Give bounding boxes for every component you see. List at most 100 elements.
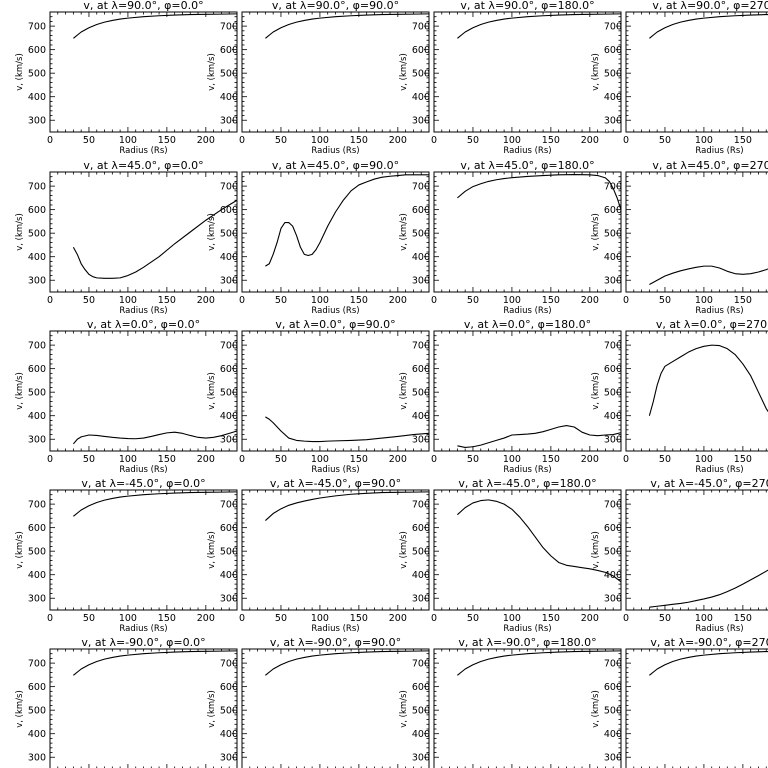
- y-tick-label: 700: [28, 500, 46, 511]
- y-tick-label: 600: [412, 205, 430, 216]
- y-tick-label: 300: [604, 116, 622, 127]
- x-tick-label: 0: [47, 613, 53, 624]
- x-axis-label: Radius (Rs): [503, 146, 551, 156]
- y-axis-label: v, (km/s): [207, 53, 217, 91]
- y-tick-label: 500: [604, 706, 622, 717]
- y-tick-label: 600: [28, 205, 46, 216]
- y-tick-label: 400: [220, 570, 238, 581]
- panel-title: v, at λ=-45.0°, φ=270.0°: [650, 477, 768, 490]
- y-tick-label: 300: [28, 116, 46, 127]
- y-tick-label: 300: [412, 594, 430, 605]
- y-tick-label: 300: [220, 594, 238, 605]
- panel-11: v, at λ=0.0°, φ=180.0° 0 50 100 150 200 300 400…: [399, 318, 622, 475]
- x-tick-label: 0: [239, 295, 245, 306]
- x-tick-label: 50: [659, 135, 671, 146]
- velocity-series-line: [457, 425, 622, 449]
- y-tick-label: 300: [412, 435, 430, 446]
- panel-12: v, at λ=0.0°, φ=270.0°050100150200300400…: [591, 318, 768, 475]
- x-tick-label: 100: [311, 454, 329, 465]
- velocity-series-line: [457, 174, 622, 210]
- x-axis-label: Radius (Rs): [503, 306, 551, 316]
- y-axis-label: v, (km/s): [207, 531, 217, 569]
- y-tick-label: 700: [220, 659, 238, 670]
- panel-15: v, at λ=-45.0°, φ=180.0° 0 50 100 150 200 300 4…: [399, 477, 622, 634]
- panel-9: v, at λ=0.0°, φ=0.0° 0 50 100 150 200 300 400 50…: [15, 318, 238, 475]
- y-tick-label: 300: [220, 435, 238, 446]
- x-tick-label: 100: [503, 454, 521, 465]
- plot-frame: [625, 489, 768, 611]
- x-tick-label: 0: [623, 613, 629, 624]
- plot-frame: [625, 330, 768, 452]
- x-tick-label: 100: [311, 135, 329, 146]
- panel-title: v, at λ=90.0°, φ=180.0°: [460, 0, 594, 12]
- x-tick-label: 100: [503, 295, 521, 306]
- x-tick-label: 150: [350, 454, 368, 465]
- y-tick-label: 500: [28, 706, 46, 717]
- panel-title: v, at λ=45.0°, φ=180.0°: [460, 159, 594, 172]
- x-tick-label: 150: [734, 613, 752, 624]
- y-axis-label: v, (km/s): [591, 372, 601, 410]
- panel-13: v, at λ=-45.0°, φ=0.0° 0 50 100 150 200 300 400…: [15, 477, 238, 634]
- x-tick-label: 50: [83, 295, 95, 306]
- velocity-series-line: [265, 13, 430, 39]
- panel-title: v, at λ=90.0°, φ=0.0°: [83, 0, 203, 12]
- y-tick-label: 700: [28, 22, 46, 33]
- y-tick-label: 400: [220, 252, 238, 263]
- y-tick-label: 300: [220, 276, 238, 287]
- panel-7: v, at λ=45.0°, φ=180.0° 0 50 100 150 200 300 40…: [399, 159, 622, 316]
- y-tick-label: 600: [412, 45, 430, 56]
- x-tick-label: 150: [542, 454, 560, 465]
- y-tick-label: 600: [604, 364, 622, 375]
- y-tick-label: 700: [220, 22, 238, 33]
- x-tick-label: 50: [275, 454, 287, 465]
- x-tick-label: 150: [734, 135, 752, 146]
- y-tick-label: 300: [604, 594, 622, 605]
- plot-frame: [625, 11, 768, 133]
- panel-title: v, at λ=0.0°, φ=90.0°: [275, 318, 395, 331]
- x-tick-label: 50: [275, 613, 287, 624]
- y-tick-label: 300: [28, 753, 46, 764]
- x-tick-label: 150: [158, 613, 176, 624]
- x-tick-label: 100: [119, 454, 137, 465]
- x-axis-label: Radius (Rs): [311, 306, 359, 316]
- velocity-series-line: [72, 430, 238, 445]
- velocity-series-line: [457, 499, 622, 583]
- x-tick-label: 0: [47, 295, 53, 306]
- y-tick-label: 400: [604, 729, 622, 740]
- x-axis-label: Radius (Rs): [503, 624, 551, 634]
- y-tick-label: 500: [604, 69, 622, 80]
- y-tick-label: 400: [412, 570, 430, 581]
- y-tick-label: 700: [412, 22, 430, 33]
- y-tick-label: 500: [412, 229, 430, 240]
- y-tick-label: 500: [220, 706, 238, 717]
- x-tick-label: 200: [389, 135, 407, 146]
- y-tick-label: 300: [412, 753, 430, 764]
- y-tick-label: 600: [28, 682, 46, 693]
- x-tick-label: 50: [659, 613, 671, 624]
- panel-title: v, at λ=-90.0°, φ=90.0°: [270, 636, 401, 649]
- x-axis-label: Radius (Rs): [311, 624, 359, 634]
- y-tick-label: 700: [604, 659, 622, 670]
- x-tick-label: 150: [158, 454, 176, 465]
- y-tick-label: 300: [28, 435, 46, 446]
- x-tick-label: 150: [350, 135, 368, 146]
- y-tick-label: 500: [220, 547, 238, 558]
- y-axis-label: v, (km/s): [207, 372, 217, 410]
- y-axis-label: v, (km/s): [15, 690, 25, 728]
- y-axis-label: v, (km/s): [591, 53, 601, 91]
- x-tick-label: 50: [83, 454, 95, 465]
- velocity-series-line: [457, 650, 622, 676]
- y-tick-label: 500: [604, 547, 622, 558]
- y-tick-label: 400: [220, 92, 238, 103]
- panel-8: v, at λ=45.0°, φ=270.0°05010015020030040…: [591, 159, 768, 316]
- y-tick-label: 400: [220, 729, 238, 740]
- x-tick-label: 100: [695, 613, 713, 624]
- y-tick-label: 300: [412, 276, 430, 287]
- x-axis-label: Radius (Rs): [311, 146, 359, 156]
- y-axis-label: v, (km/s): [15, 53, 25, 91]
- velocity-series-line: [457, 13, 622, 39]
- x-tick-label: 100: [503, 135, 521, 146]
- y-axis-label: v, (km/s): [591, 531, 601, 569]
- velocity-series-line: [72, 199, 238, 279]
- x-axis-label: Radius (Rs): [695, 624, 743, 634]
